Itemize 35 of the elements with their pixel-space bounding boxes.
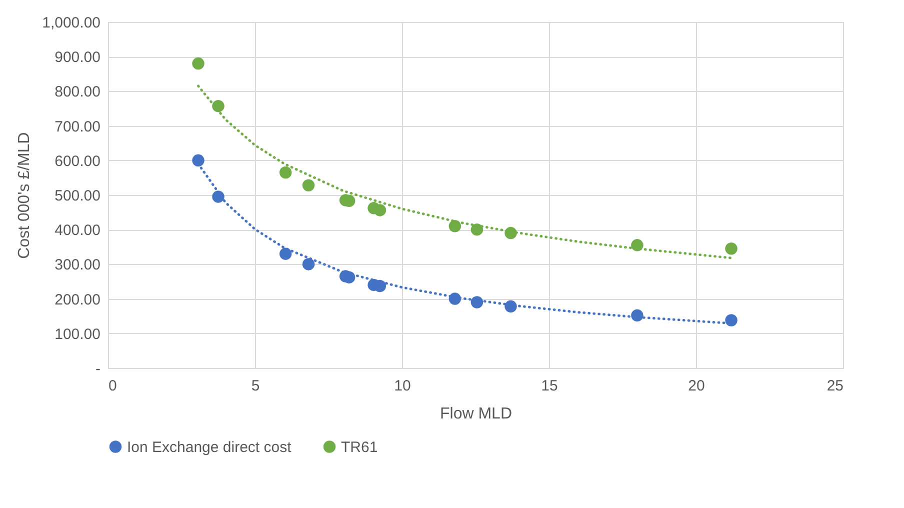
point: [192, 57, 204, 70]
point: [192, 154, 204, 167]
y-tick-label: 700.00: [54, 118, 100, 136]
y-tick-label: -: [96, 360, 100, 378]
point: [279, 166, 292, 179]
y-tick-label: 800.00: [54, 84, 100, 101]
y-tick-label: 300.00: [54, 256, 100, 274]
x-tick-label: 10: [394, 378, 411, 394]
y-tick-label: 400.00: [54, 222, 100, 240]
point: [374, 204, 386, 216]
legend-label: Ion Exchange direct cost: [127, 438, 292, 456]
x-tick-label: 20: [688, 378, 705, 394]
x-tick-label: 15: [541, 378, 558, 394]
x-tick-label: 25: [826, 378, 844, 394]
point: [279, 248, 292, 260]
legend-label: TR61: [341, 438, 378, 456]
x-tick-label: 5: [251, 378, 260, 394]
point: [631, 239, 644, 252]
y-tick-label: 500.00: [54, 188, 100, 204]
point: [470, 223, 484, 236]
y-tick-label: 600.00: [54, 152, 100, 170]
point: [302, 258, 315, 270]
y-tick-label: 1,000.00: [42, 14, 100, 32]
point: [448, 220, 462, 232]
x-tick-label: 0: [108, 378, 117, 394]
y-tick-label: 100.00: [54, 326, 100, 343]
y-tick-label: 900.00: [54, 49, 100, 66]
y-axis-title: Cost 000's £/MLD: [16, 132, 34, 259]
y-tick-label: 200.00: [54, 291, 100, 308]
point: [725, 314, 738, 326]
x-axis-title: Flow MLD: [440, 406, 512, 422]
point: [212, 190, 224, 203]
line-series: [197, 84, 733, 260]
point: [302, 179, 315, 192]
point: [725, 242, 738, 255]
